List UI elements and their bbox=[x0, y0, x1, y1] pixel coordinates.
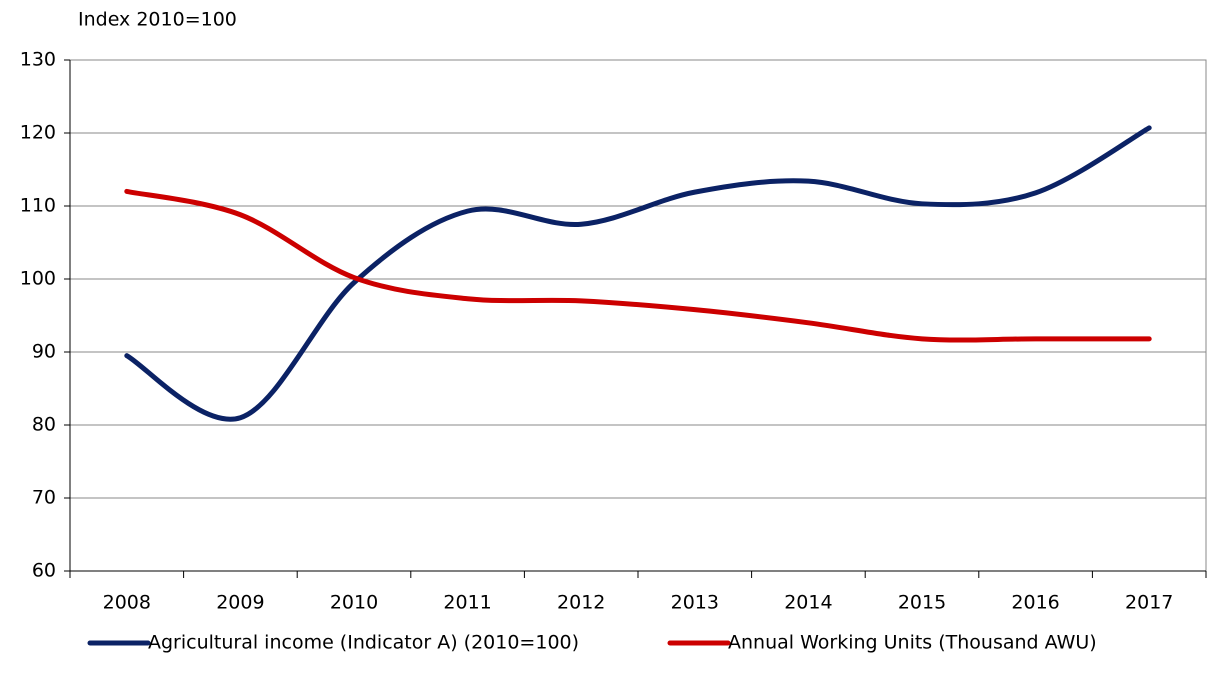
plot-frame bbox=[69, 59, 1207, 572]
x-tick-label: 2010 bbox=[330, 592, 378, 614]
series-line bbox=[124, 125, 1152, 422]
x-tick-label: 2008 bbox=[103, 592, 151, 614]
x-tick-label: 2014 bbox=[784, 592, 832, 614]
legend-label: Agricultural income (Indicator A) (2010=… bbox=[148, 632, 579, 654]
x-tick-label: 2015 bbox=[898, 592, 946, 614]
legend-label: Annual Working Units (Thousand AWU) bbox=[728, 632, 1097, 654]
x-tick-label: 2017 bbox=[1125, 592, 1173, 614]
y-tick-label: 120 bbox=[20, 122, 56, 144]
y-tick-label: 130 bbox=[20, 49, 56, 71]
x-tick-label: 2016 bbox=[1011, 592, 1059, 614]
y-tick-label: 70 bbox=[32, 487, 56, 509]
series-line bbox=[124, 188, 1152, 343]
x-tick-label: 2009 bbox=[216, 592, 264, 614]
x-tick-label: 2011 bbox=[443, 592, 491, 614]
y-tick-label: 110 bbox=[20, 195, 56, 217]
y-tick-label: 90 bbox=[32, 341, 56, 363]
y-tick-label: 100 bbox=[20, 268, 56, 290]
y-tick-label: 80 bbox=[32, 414, 56, 436]
x-tick-label: 2012 bbox=[557, 592, 605, 614]
chart-title: Index 2010=100 bbox=[78, 9, 237, 31]
y-tick-label: 60 bbox=[32, 560, 56, 582]
x-tick-label: 2013 bbox=[671, 592, 719, 614]
